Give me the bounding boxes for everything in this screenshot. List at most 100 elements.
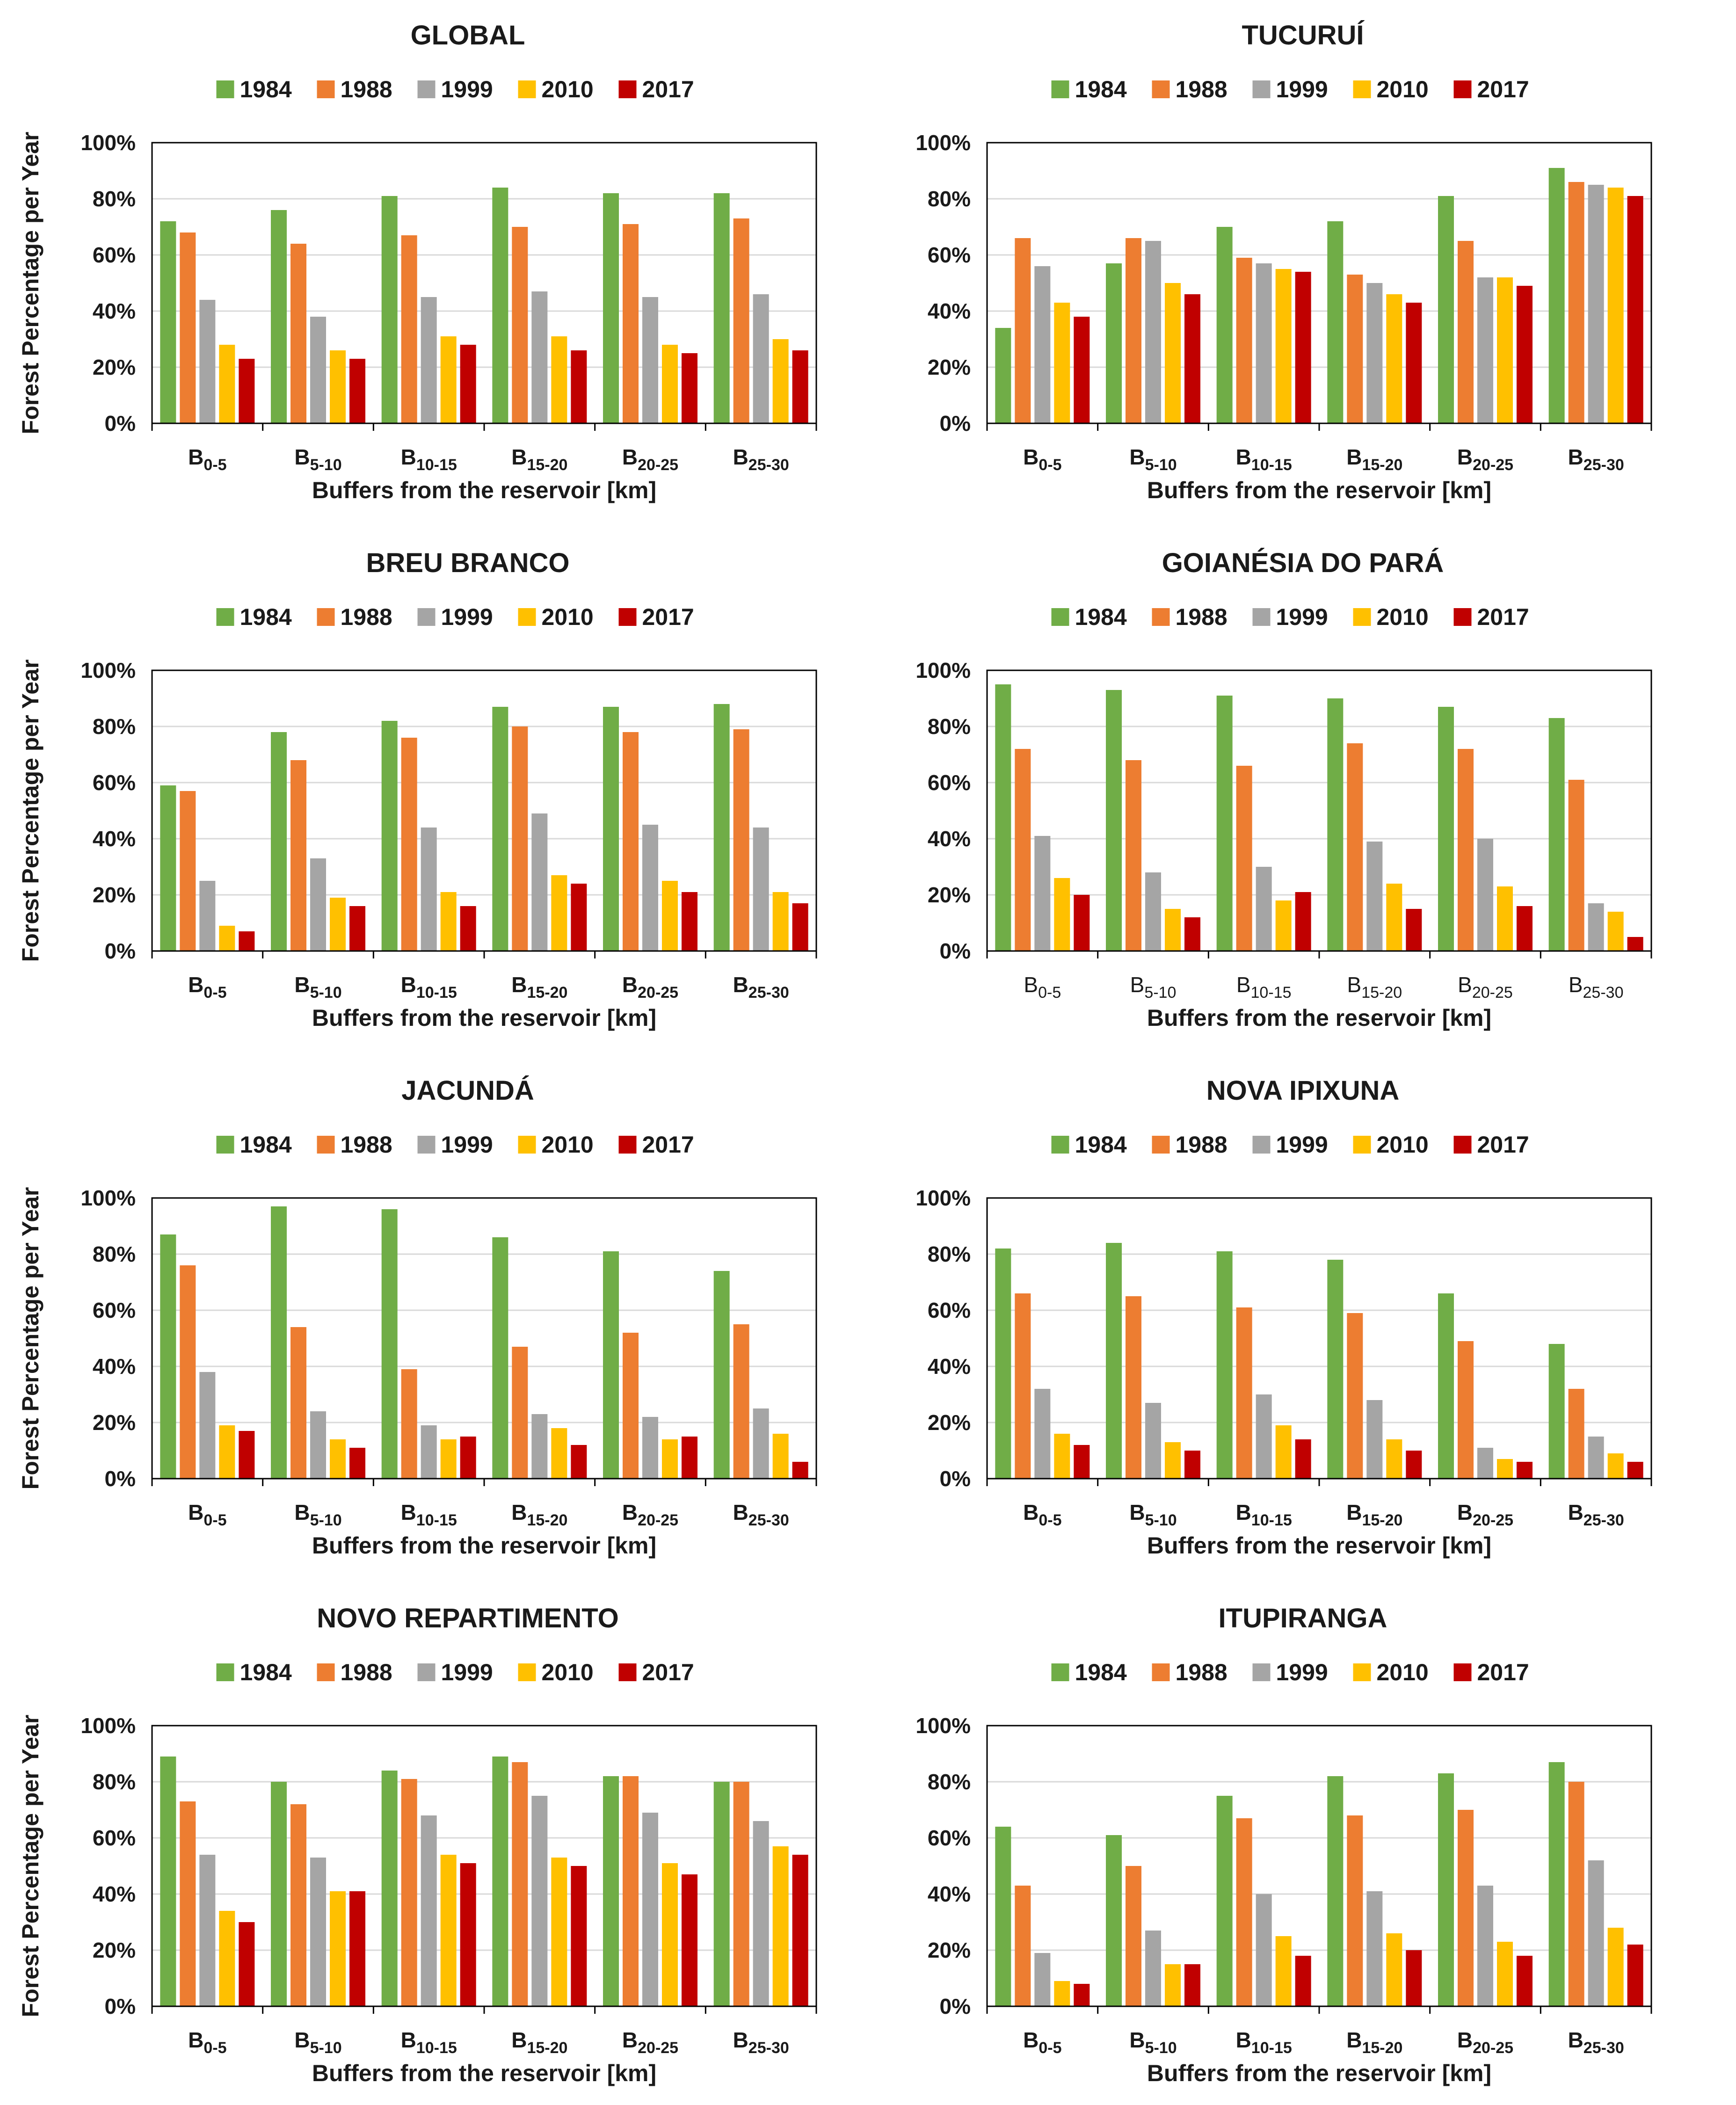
y-tick-label: 0% [105,1466,136,1491]
bar [713,193,730,423]
legend-swatch [1453,1663,1472,1681]
y-tick-label: 20% [93,1410,136,1435]
legend-swatch [1152,608,1170,626]
bar [1256,1894,1272,2006]
x-tick-label: B10-15 [1236,973,1292,1002]
legend-label: 1988 [1176,604,1228,630]
legend-label: 1999 [1276,1659,1328,1685]
bar [551,875,567,951]
bar [713,1271,730,1479]
bar [492,707,508,951]
y-tick-label: 80% [93,714,136,739]
legend-label: 1999 [441,604,493,630]
chart-panel: NOVA IPIXUNA 1984 1988 1999 2010 2017 0% 20% 40%… [915,1075,1652,1559]
x-tick-label: B5-10 [294,1500,341,1529]
legend-label: 1984 [1075,604,1127,630]
x-tick-label: B5-10 [1129,2028,1177,2057]
bar [512,1762,528,2006]
bar [440,892,457,951]
bar [792,1462,808,1479]
y-tick-label: 0% [940,411,971,436]
chart-panel: BREU BRANCO 1984 1988 1999 2010 2017 0% 20% 40% 6… [17,548,817,1031]
x-tick-label: B5-10 [1129,1500,1177,1529]
bar [1477,1448,1493,1479]
bar [1184,294,1200,423]
bar [1034,266,1051,423]
bar [1106,263,1122,423]
bar [1588,1437,1604,1479]
bar [642,825,658,951]
x-tick-label: B25-30 [1568,1500,1624,1529]
bar [460,906,476,951]
legend-swatch [216,80,234,98]
bar [199,1372,216,1479]
bar [531,1414,548,1479]
bar [1366,1400,1383,1479]
bar [381,721,398,951]
legend-label: 1988 [1176,76,1228,102]
bar [682,892,697,951]
bar [330,1439,346,1479]
bar [1517,1956,1533,2006]
bar [1256,867,1272,951]
x-tick-label: B25-30 [733,445,789,474]
y-tick-label: 40% [928,827,971,851]
x-tick-label: B0-5 [1023,2028,1061,2057]
legend-label: 1984 [1075,76,1127,102]
bar [330,1891,346,2006]
bar [180,1801,196,2006]
bar [531,813,548,951]
legend-label: 2017 [1477,76,1529,102]
bar [1438,707,1454,951]
y-tick-label: 80% [93,1242,136,1266]
bar [1126,1866,1141,2006]
x-tick-label: B15-20 [511,2028,567,2057]
legend-label: 1999 [441,1659,493,1685]
bar [421,827,437,951]
legend-label: 2017 [642,76,694,102]
legend-swatch [1353,80,1371,98]
bar [199,1855,216,2006]
bar [1568,780,1584,951]
bar [180,791,196,951]
bar [492,1757,508,2006]
y-tick-label: 60% [93,1826,136,1850]
bar [682,1874,697,2006]
legend-swatch [618,1663,637,1681]
bar [180,232,196,423]
legend-label: 1999 [441,1132,493,1158]
y-axis-label: Forest Percentage per Year [17,1187,44,1490]
x-tick-label: B20-25 [1457,445,1513,474]
bar [421,297,437,423]
y-tick-label: 80% [928,1770,971,1794]
bar [1438,196,1454,423]
legend-swatch [317,80,335,98]
bar [623,224,639,423]
bar [401,1779,417,2006]
bar [160,1757,176,2006]
x-tick-label: B0-5 [1023,1500,1061,1529]
bar [995,1248,1011,1479]
bar [1275,1425,1292,1479]
bar [753,827,769,951]
y-tick-label: 100% [915,658,971,682]
chart-panel: GLOBAL 1984 1988 1999 2010 2017 0% 20% 40% 60% 80%… [17,20,817,503]
bar [1406,303,1422,423]
x-axis-label: Buffers from the reservoir [km] [312,1005,656,1031]
bar [571,1866,587,2006]
bar [440,336,457,423]
bar [623,1776,639,2006]
x-tick-label: B20-25 [622,445,678,474]
bar [1327,698,1344,951]
x-tick-label: B20-25 [1457,2028,1513,2057]
bar [1034,836,1051,951]
bar [733,1782,749,2006]
bar [160,221,176,423]
bar [330,898,346,951]
bar [1477,839,1493,951]
y-tick-label: 0% [940,1466,971,1491]
x-tick-label: B25-30 [733,973,789,1002]
legend-swatch [417,80,436,98]
legend-swatch [1453,1136,1472,1154]
bar [571,350,587,423]
